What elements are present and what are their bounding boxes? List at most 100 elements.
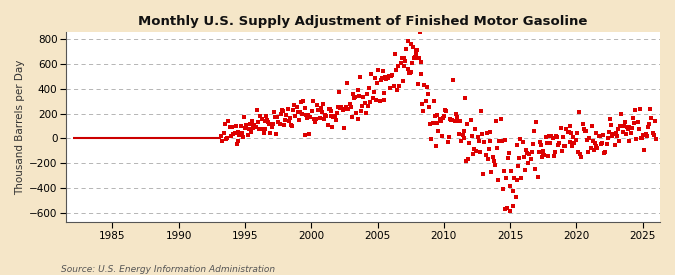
Point xyxy=(343,107,354,111)
Point xyxy=(280,118,291,122)
Point xyxy=(408,56,419,60)
Point xyxy=(254,126,265,131)
Point xyxy=(321,113,332,118)
Point xyxy=(595,141,606,146)
Point xyxy=(298,99,309,103)
Point xyxy=(236,131,247,136)
Point xyxy=(516,176,526,180)
Point xyxy=(279,123,290,127)
Point xyxy=(333,105,344,109)
Point xyxy=(458,129,469,133)
Point xyxy=(554,141,565,145)
Point xyxy=(617,130,628,134)
Point xyxy=(315,106,326,111)
Point xyxy=(556,126,566,131)
Point xyxy=(287,124,298,128)
Point xyxy=(612,134,622,138)
Point xyxy=(538,152,549,156)
Point xyxy=(227,124,238,129)
Point xyxy=(510,195,521,200)
Point xyxy=(230,124,241,128)
Point xyxy=(531,120,542,125)
Point xyxy=(352,117,363,122)
Point xyxy=(589,148,599,152)
Point xyxy=(508,189,518,193)
Point xyxy=(373,68,384,72)
Point xyxy=(452,115,462,119)
Point xyxy=(525,157,536,162)
Point xyxy=(381,76,392,81)
Point xyxy=(572,150,583,154)
Point xyxy=(402,39,413,43)
Point xyxy=(522,151,533,155)
Point xyxy=(492,145,503,150)
Point xyxy=(478,172,489,176)
Point xyxy=(508,204,518,208)
Point xyxy=(616,112,627,116)
Point xyxy=(577,122,588,127)
Point xyxy=(349,95,360,100)
Point xyxy=(500,138,511,142)
Point xyxy=(415,72,426,76)
Point xyxy=(497,187,508,192)
Point xyxy=(230,131,240,135)
Point xyxy=(568,135,578,139)
Point xyxy=(399,56,410,60)
Point xyxy=(402,67,413,72)
Point xyxy=(515,137,526,142)
Point xyxy=(261,114,271,118)
Point xyxy=(327,125,338,129)
Point xyxy=(310,116,321,121)
Point xyxy=(243,126,254,131)
Point xyxy=(233,130,244,134)
Point xyxy=(314,116,325,120)
Point xyxy=(344,101,355,106)
Point xyxy=(395,61,406,65)
Point xyxy=(551,134,562,138)
Point xyxy=(437,116,448,120)
Point xyxy=(326,114,337,118)
Point xyxy=(313,108,324,113)
Point xyxy=(470,127,481,131)
Point xyxy=(535,143,546,148)
Point xyxy=(570,138,581,142)
Point xyxy=(369,76,380,81)
Point xyxy=(647,130,658,135)
Point xyxy=(305,115,316,119)
Point xyxy=(241,123,252,128)
Point xyxy=(502,205,513,210)
Point xyxy=(244,122,255,126)
Point xyxy=(390,68,401,72)
Point xyxy=(421,84,432,89)
Point xyxy=(547,136,558,141)
Point xyxy=(358,95,369,99)
Point xyxy=(379,98,389,102)
Point xyxy=(491,119,502,123)
Point xyxy=(224,125,235,129)
Point xyxy=(228,132,239,136)
Point xyxy=(346,104,356,109)
Point xyxy=(546,134,557,139)
Point xyxy=(575,152,586,156)
Point xyxy=(277,108,288,112)
Point xyxy=(386,74,397,78)
Point xyxy=(615,123,626,128)
Point xyxy=(480,153,491,157)
Point xyxy=(524,152,535,156)
Point xyxy=(562,130,573,134)
Point xyxy=(323,107,334,111)
Point xyxy=(338,126,349,130)
Point xyxy=(512,143,522,147)
Point xyxy=(447,118,458,123)
Point xyxy=(264,122,275,126)
Point xyxy=(418,109,429,113)
Point xyxy=(295,109,306,114)
Point xyxy=(356,109,367,114)
Point xyxy=(649,119,660,123)
Point xyxy=(582,138,593,142)
Point xyxy=(242,133,253,137)
Point xyxy=(328,115,339,119)
Point xyxy=(294,118,304,122)
Point xyxy=(610,142,620,147)
Point xyxy=(274,122,285,127)
